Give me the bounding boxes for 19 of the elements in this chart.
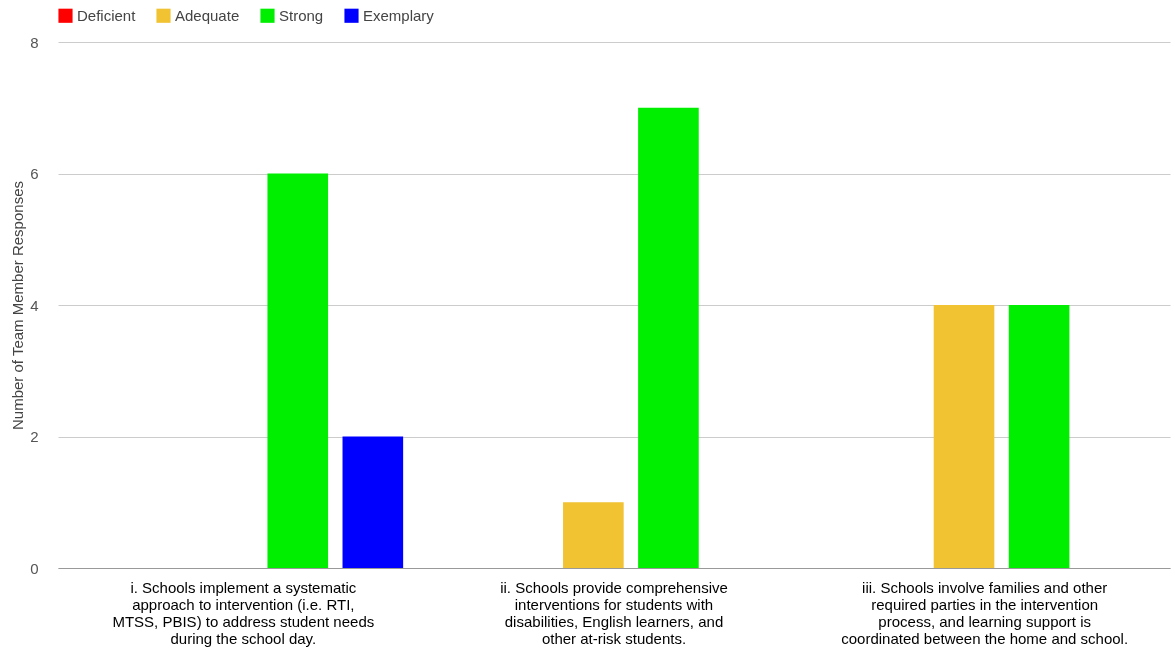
x-tick-label: i. Schools implement a systematic approach to intervention (i.e. RTI, MTSS, PBIS) to address student needs during the school day. [112,578,375,647]
legend-label: Strong [279,6,324,24]
bar [933,305,995,568]
bar [638,107,699,568]
legend-label: Exemplary [363,6,435,24]
x-tick-label: ii. Schools provide comprehensive interventions for students with disabilities, English learners, and other at-risk students. [500,578,728,647]
bar [267,173,329,568]
y-axis-title: Number of Team Member Responses [9,181,27,430]
bar [563,502,624,568]
legend-label: Deficient [77,6,137,24]
y-tick-label: 2 [30,428,39,445]
y-tick-label: 4 [30,296,39,314]
legend-label: Adequate [175,6,240,24]
y-tick-label: 8 [30,33,39,51]
x-tick-label: iii. Schools involve families and other required parties in the intervention process, and learning support is coordinated between the home and school. [841,578,1129,647]
y-tick-label: 0 [30,559,39,577]
y-tick-label: 6 [30,165,39,182]
bar [342,436,404,568]
bar [1008,305,1070,568]
